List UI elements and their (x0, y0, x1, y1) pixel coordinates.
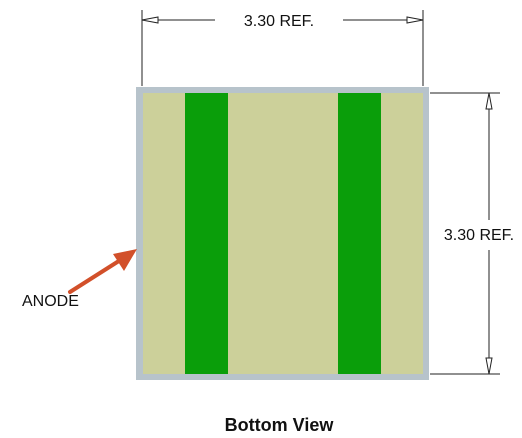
right-arrowhead-top (485, 92, 493, 110)
top-arrowhead-right (406, 16, 424, 24)
anode-contact-stripe (185, 93, 228, 374)
anode-arrow-shaft (68, 257, 124, 294)
anode-pointer-arrow (68, 249, 137, 294)
right-dimension-label: 3.30 REF. (444, 227, 514, 244)
right-arrowhead-bottom (485, 357, 493, 375)
top-arrowhead-left (141, 16, 159, 24)
top-dimension (141, 10, 424, 86)
anode-arrow-head (113, 249, 137, 271)
cathode-contact-stripe (338, 93, 381, 374)
view-title: Bottom View (225, 415, 335, 435)
anode-label: ANODE (22, 293, 79, 310)
top-dimension-label: 3.30 REF. (244, 13, 314, 30)
right-dimension (430, 92, 500, 375)
